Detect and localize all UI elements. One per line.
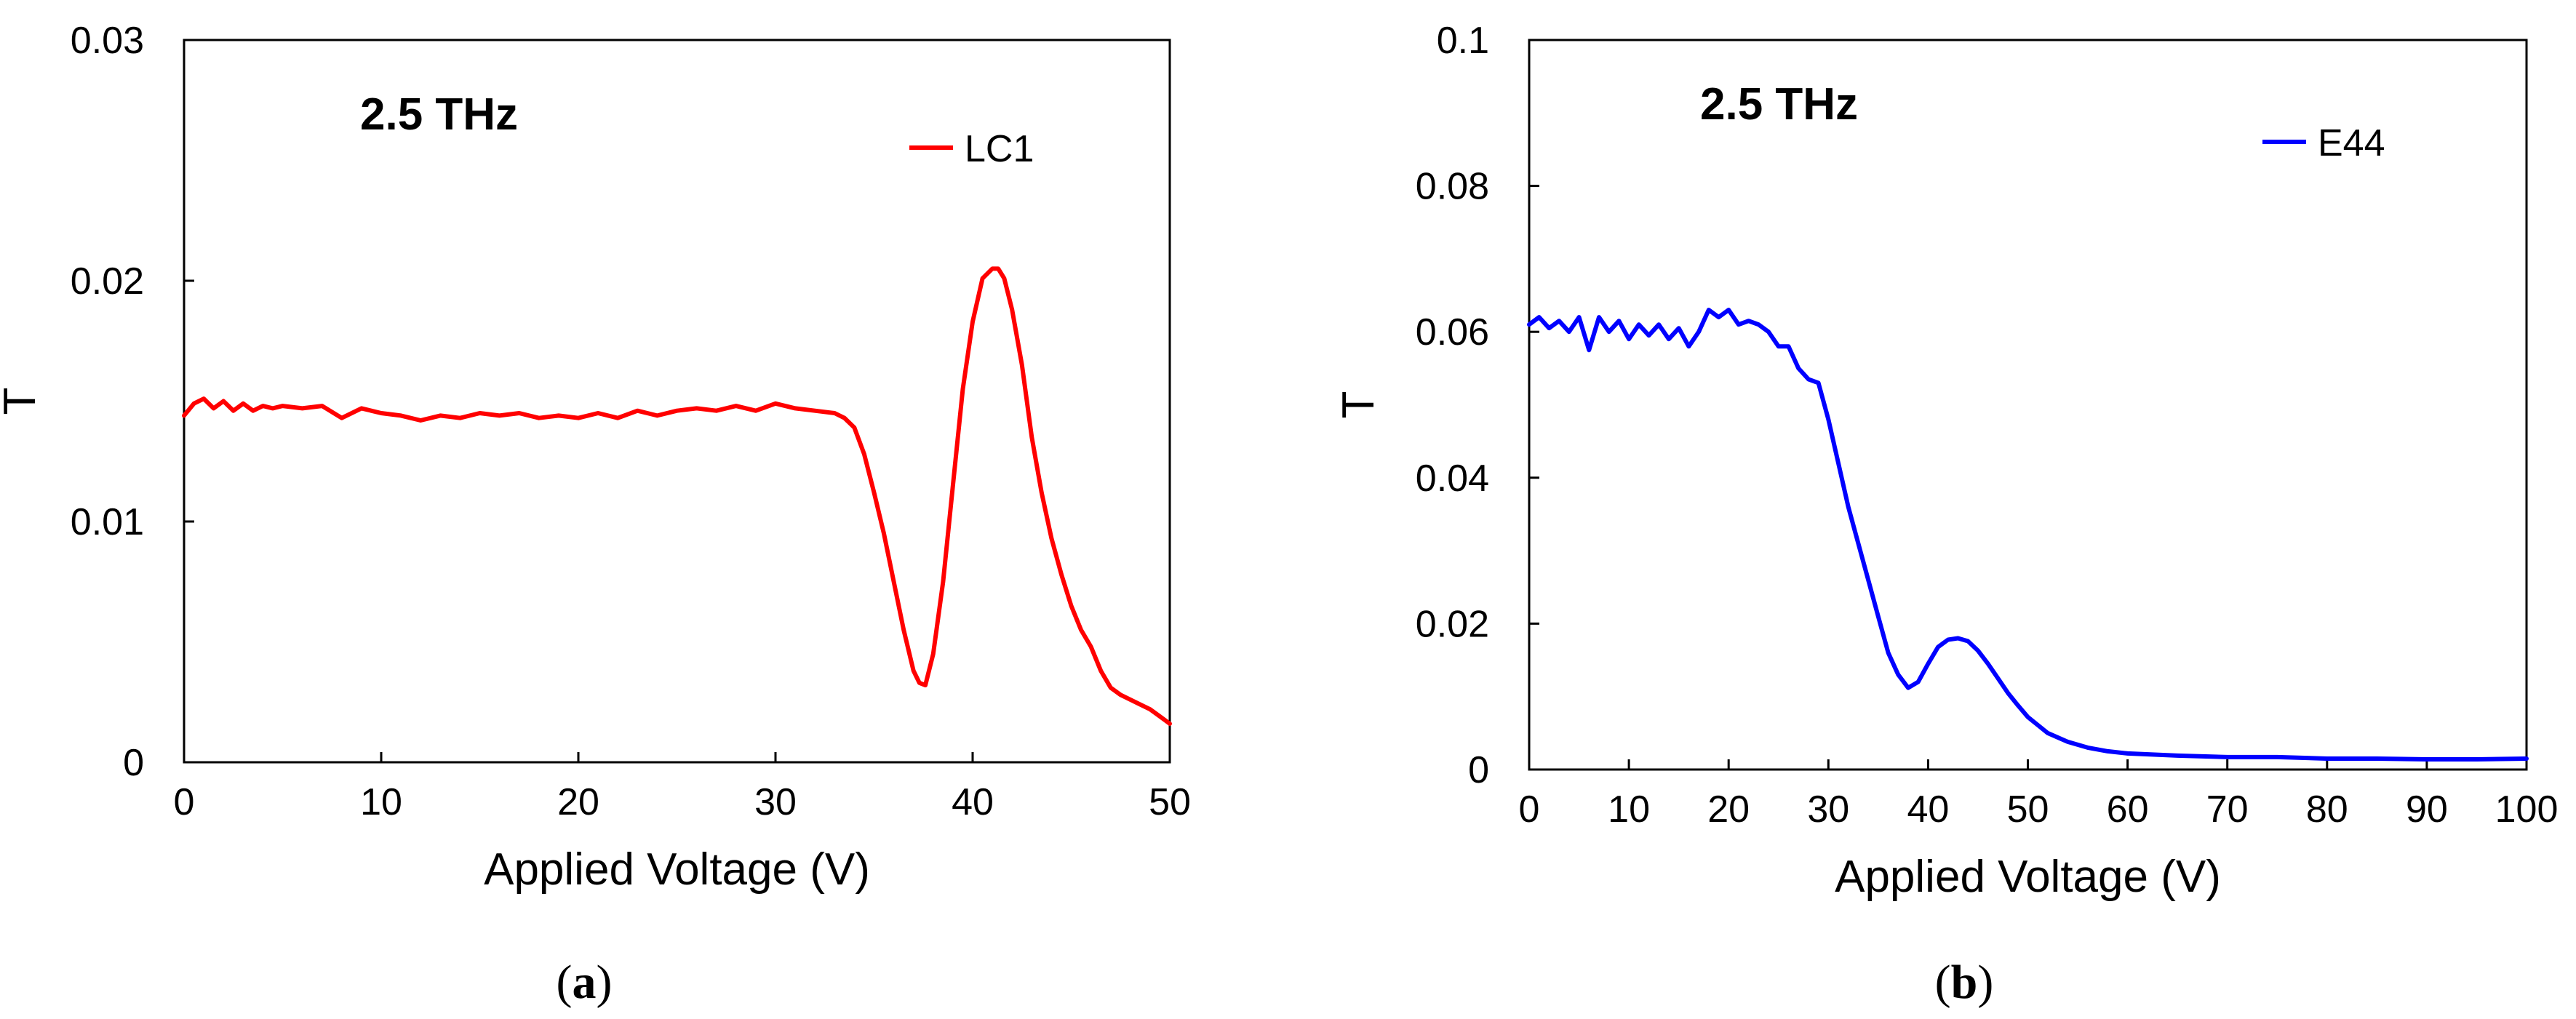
x-tick-label: 100 <box>2495 788 2559 831</box>
legend-label-e44: E44 <box>2318 122 2385 164</box>
y-tick-label: 0.1 <box>1437 20 1489 62</box>
frequency-annotation: 2.5 THz <box>1700 79 1858 129</box>
y-tick-labels: 0 0.01 0.02 0.03 <box>71 20 144 784</box>
x-tick-label: 40 <box>1907 788 1949 831</box>
series-line-lc1 <box>182 266 1172 726</box>
caption-letter: a <box>573 956 597 1009</box>
y-tick-label: 0.03 <box>71 20 144 62</box>
tick-marks <box>1528 39 2528 771</box>
panel-a: 0 10 20 30 40 50 0 0.01 0.02 0.03 LC1 2.5 THz Ap… <box>0 20 1191 1009</box>
y-tick-label: 0 <box>1468 749 1489 791</box>
x-tick-label: 30 <box>754 781 797 823</box>
y-axis-label: T <box>0 388 45 415</box>
x-axis-label: Applied Voltage (V) <box>1835 852 2221 902</box>
panel-caption: (b) <box>1935 956 1994 1009</box>
x-axis-label: Applied Voltage (V) <box>484 844 870 895</box>
y-axis-label: T <box>1333 391 1384 419</box>
y-tick-label: 0.02 <box>1416 603 1489 645</box>
x-tick-label: 0 <box>174 781 195 823</box>
x-tick-labels: 0 10 20 30 40 50 60 70 80 90 100 <box>1519 788 2559 831</box>
caption-letter: b <box>1951 956 1978 1009</box>
x-tick-label: 90 <box>2406 788 2448 831</box>
plot-frame <box>183 39 1171 764</box>
y-tick-labels: 0 0.02 0.04 0.06 0.08 0.1 <box>1416 20 1489 791</box>
y-tick-label: 0.06 <box>1416 311 1489 353</box>
x-tick-label: 70 <box>2206 788 2249 831</box>
panel-b: 0 10 20 30 40 50 60 70 80 90 100 0 0.02 0.04 0.06 0.08… <box>1333 20 2558 1009</box>
y-tick-label: 0.08 <box>1416 166 1489 208</box>
x-tick-label: 10 <box>360 781 402 823</box>
caption-close-paren: ) <box>1977 956 1993 1009</box>
x-tick-label: 80 <box>2306 788 2348 831</box>
x-tick-label: 20 <box>557 781 599 823</box>
x-tick-labels: 0 10 20 30 40 50 <box>174 781 1191 823</box>
frequency-annotation: 2.5 THz <box>360 89 518 140</box>
x-tick-label: 30 <box>1807 788 1849 831</box>
x-tick-label: 20 <box>1707 788 1750 831</box>
y-tick-label: 0.02 <box>71 260 144 303</box>
tick-marks <box>183 39 1171 764</box>
series-line-e44 <box>1527 308 2529 762</box>
caption-open-paren: ( <box>1935 956 1951 1009</box>
x-tick-label: 50 <box>2007 788 2049 831</box>
y-tick-label: 0.01 <box>71 501 144 543</box>
x-tick-label: 0 <box>1519 788 1540 831</box>
x-tick-label: 10 <box>1608 788 1650 831</box>
y-tick-label: 0.04 <box>1416 457 1489 500</box>
x-tick-label: 40 <box>952 781 994 823</box>
x-tick-label: 60 <box>2107 788 2149 831</box>
caption-close-paren: ) <box>597 956 613 1009</box>
y-tick-label: 0 <box>123 742 144 784</box>
x-tick-label: 50 <box>1149 781 1191 823</box>
caption-open-paren: ( <box>557 956 573 1009</box>
legend-label-lc1: LC1 <box>965 128 1034 170</box>
panel-caption: (a) <box>557 956 613 1009</box>
